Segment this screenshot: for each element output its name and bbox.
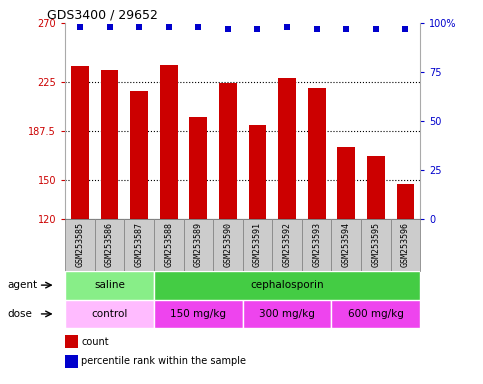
Text: dose: dose	[7, 309, 32, 319]
Bar	[101, 70, 118, 219]
Text: GSM253592: GSM253592	[283, 222, 292, 267]
Bar	[302, 219, 331, 271]
Point	[401, 26, 409, 32]
Text: percentile rank within the sample: percentile rank within the sample	[81, 356, 246, 366]
Point	[372, 26, 380, 32]
Text: GSM253587: GSM253587	[135, 222, 143, 267]
Point	[313, 26, 321, 32]
Bar	[189, 117, 207, 219]
Bar	[65, 335, 78, 348]
Bar	[367, 156, 384, 219]
Text: saline: saline	[94, 280, 125, 290]
Bar	[125, 219, 154, 271]
Bar	[242, 300, 331, 328]
Bar	[154, 219, 184, 271]
Point	[342, 26, 350, 32]
Point	[76, 24, 84, 30]
Text: count: count	[81, 336, 109, 347]
Text: GSM253585: GSM253585	[75, 222, 85, 267]
Text: GSM253594: GSM253594	[342, 222, 351, 267]
Text: GDS3400 / 29652: GDS3400 / 29652	[47, 9, 158, 22]
Bar	[65, 271, 154, 300]
Text: 600 mg/kg: 600 mg/kg	[348, 309, 404, 319]
Point	[195, 24, 202, 30]
Bar	[331, 219, 361, 271]
Bar	[308, 88, 326, 219]
Bar	[272, 219, 302, 271]
Bar	[184, 219, 213, 271]
Bar	[213, 219, 242, 271]
Point	[106, 24, 114, 30]
Text: cephalosporin: cephalosporin	[250, 280, 324, 290]
Bar	[65, 219, 95, 271]
Bar	[65, 300, 154, 328]
Text: GSM253590: GSM253590	[224, 222, 232, 267]
Bar	[331, 300, 420, 328]
Bar	[249, 125, 267, 219]
Bar	[397, 184, 414, 219]
Text: GSM253586: GSM253586	[105, 222, 114, 267]
Text: GSM253595: GSM253595	[371, 222, 380, 267]
Bar	[154, 271, 420, 300]
Point	[254, 26, 261, 32]
Bar	[71, 66, 89, 219]
Text: control: control	[91, 309, 128, 319]
Point	[224, 26, 232, 32]
Bar	[391, 219, 420, 271]
Bar	[278, 78, 296, 219]
Bar	[65, 355, 78, 368]
Bar	[219, 83, 237, 219]
Bar	[337, 147, 355, 219]
Bar	[160, 65, 178, 219]
Text: 300 mg/kg: 300 mg/kg	[259, 309, 315, 319]
Bar	[361, 219, 391, 271]
Bar	[130, 91, 148, 219]
Bar	[95, 219, 125, 271]
Bar	[154, 300, 243, 328]
Point	[165, 24, 172, 30]
Text: GSM253591: GSM253591	[253, 222, 262, 267]
Point	[283, 24, 291, 30]
Bar	[242, 219, 272, 271]
Text: agent: agent	[7, 280, 37, 290]
Text: 150 mg/kg: 150 mg/kg	[170, 309, 227, 319]
Text: GSM253593: GSM253593	[312, 222, 321, 267]
Text: GSM253589: GSM253589	[194, 222, 203, 267]
Text: GSM253596: GSM253596	[401, 222, 410, 267]
Text: GSM253588: GSM253588	[164, 222, 173, 267]
Point	[135, 24, 143, 30]
